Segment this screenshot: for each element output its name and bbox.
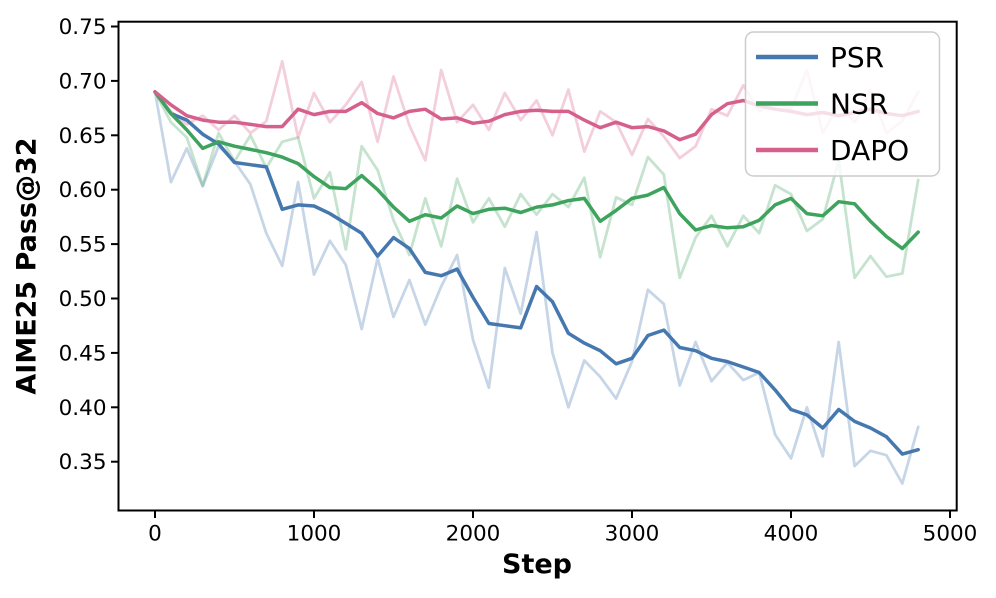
- legend-label-psr: PSR: [830, 41, 884, 74]
- psr-raw-line: [153, 90, 920, 485]
- y-tick-label: 0.55: [59, 233, 107, 258]
- x-tick-label: 0: [148, 522, 162, 547]
- y-tick-label: 0.50: [59, 287, 107, 312]
- legend-label-dapo: DAPO: [830, 134, 909, 167]
- y-tick-label: 0.65: [59, 124, 107, 149]
- x-axis-title: Step: [502, 549, 572, 580]
- x-tick-label: 2000: [446, 522, 501, 547]
- y-tick-label: 0.45: [59, 341, 107, 366]
- y-tick-label: 0.60: [59, 178, 107, 203]
- legend-entry-nsr: NSR: [756, 88, 888, 121]
- y-tick-label: 0.35: [59, 450, 107, 475]
- legend: PSR NSR DAPO: [744, 31, 941, 177]
- nsr-smoothed-line: [153, 90, 920, 251]
- x-tick-label: 3000: [605, 522, 660, 547]
- x-tick-label: 1000: [287, 522, 342, 547]
- legend-box: [744, 31, 941, 177]
- y-tick-label: 0.75: [59, 15, 107, 40]
- x-tick-label: 4000: [764, 522, 819, 547]
- plot-border: [117, 20, 958, 512]
- y-axis-ticks: 0.35 0.40 0.45 0.50 0.55 0.60 0.65 0.70 0.75: [59, 15, 119, 475]
- legend-label-nsr: NSR: [830, 88, 888, 121]
- legend-entry-psr: PSR: [756, 41, 884, 74]
- y-axis-title: AIME25 Pass@32: [11, 137, 43, 395]
- nsr-raw-line: [153, 90, 920, 280]
- y-tick-label: 0.40: [59, 396, 107, 421]
- legend-entry-dapo: DAPO: [756, 134, 909, 167]
- x-tick-label: 5000: [923, 522, 978, 547]
- x-axis-ticks: 0 1000 2000 3000 4000 5000: [148, 510, 978, 547]
- y-tick-label: 0.70: [59, 69, 107, 94]
- psr-smoothed-line: [153, 90, 920, 456]
